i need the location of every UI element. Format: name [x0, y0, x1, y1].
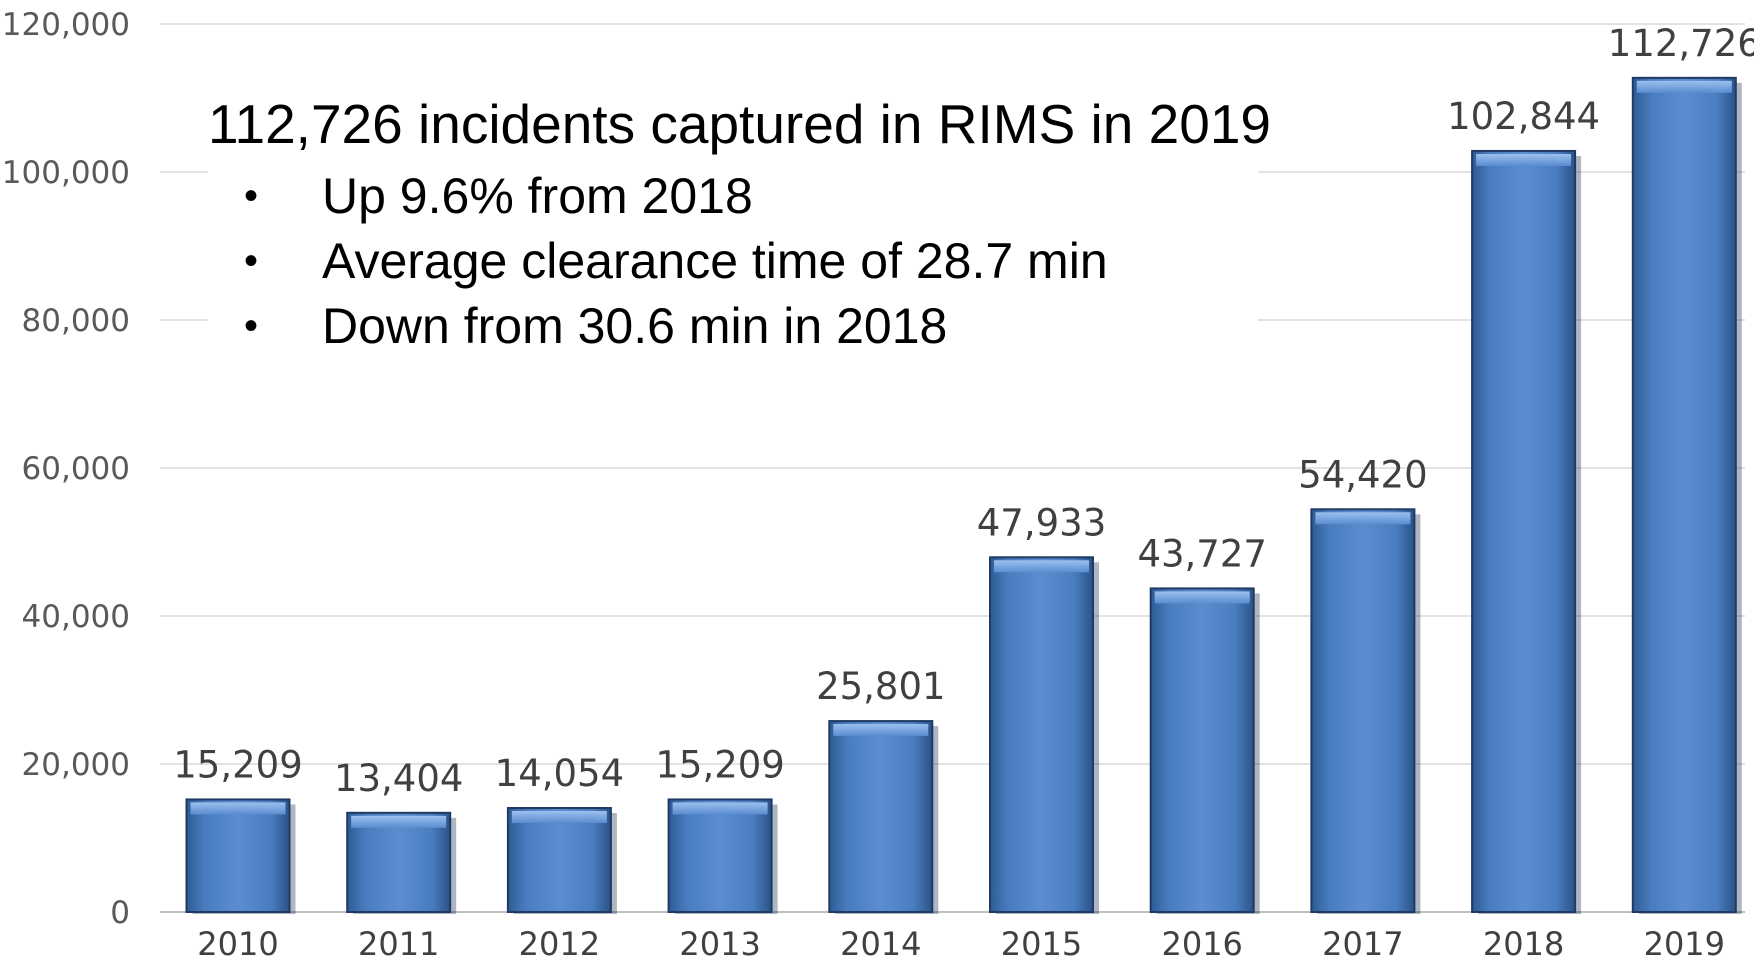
data-label: 102,844: [1447, 95, 1600, 138]
bar: [1471, 149, 1582, 914]
data-label: 54,420: [1298, 453, 1427, 496]
callout-bullet-text: Down from 30.6 min in 2018: [322, 298, 948, 354]
bar-cap: [1636, 80, 1732, 93]
x-tick-label: 2018: [1483, 925, 1564, 963]
y-tick-label: 120,000: [2, 7, 130, 43]
bullet-icon: •: [244, 174, 259, 218]
x-tick-label: 2015: [1001, 925, 1082, 963]
y-tick-label: 80,000: [22, 303, 130, 339]
data-label: 47,933: [977, 501, 1106, 544]
bar-cap: [1315, 512, 1411, 525]
bullet-icon: •: [244, 239, 259, 283]
data-label: 112,726: [1608, 22, 1754, 65]
bar-body: [1631, 76, 1737, 914]
x-tick-label: 2016: [1161, 925, 1242, 963]
bar: [346, 811, 457, 914]
x-axis-tick-labels: 2010 2011 2012 2013 2014 2015 2016 2017 2018 2019: [197, 925, 1725, 963]
bars: [185, 76, 1742, 915]
bar: [506, 807, 617, 914]
bar-body: [346, 811, 452, 914]
bar-cap: [994, 560, 1089, 573]
bar-body: [1471, 149, 1577, 913]
bar: [667, 798, 778, 914]
bar-body: [506, 807, 612, 914]
callout-bullet-text: Up 9.6% from 2018: [322, 168, 753, 224]
y-tick-label: 60,000: [22, 451, 130, 487]
callout-bullet-item: • Up 9.6% from 2018: [208, 164, 1258, 229]
bar-body: [1310, 508, 1416, 913]
bar-body: [828, 720, 934, 913]
x-tick-label: 2013: [679, 925, 760, 963]
x-tick-label: 2014: [840, 925, 921, 963]
x-tick-label: 2012: [519, 925, 600, 963]
bar: [1631, 76, 1742, 915]
bar-cap: [351, 815, 447, 828]
data-label: 25,801: [816, 665, 945, 708]
callout-bullet-item: • Down from 30.6 min in 2018: [208, 294, 1258, 359]
y-axis-tick-labels: 0 20,000 40,000 60,000 80,000 100,000 120,000: [2, 7, 130, 931]
bar-body: [1149, 587, 1255, 914]
y-tick-label: 40,000: [22, 599, 130, 635]
bar-cap: [511, 811, 607, 824]
data-label: 15,209: [655, 743, 784, 786]
x-tick-label: 2019: [1644, 925, 1725, 963]
bar: [828, 720, 939, 914]
x-tick-label: 2010: [197, 925, 278, 963]
bar-cap: [672, 802, 768, 815]
x-tick-label: 2017: [1322, 925, 1403, 963]
bar-body: [185, 798, 291, 914]
bar-cap: [1154, 591, 1250, 604]
data-label: 14,054: [495, 752, 624, 795]
y-tick-label: 100,000: [2, 155, 130, 191]
bar-cap: [833, 724, 929, 737]
bar: [185, 798, 296, 914]
bar: [1310, 508, 1421, 914]
bar-cap: [1476, 153, 1572, 166]
data-label: 15,209: [173, 743, 302, 786]
y-tick-label: 0: [110, 895, 130, 931]
callout-bullet-item: • Average clearance time of 28.7 min: [208, 229, 1258, 294]
callout-bullet-text: Average clearance time of 28.7 min: [322, 233, 1108, 289]
bar: [989, 556, 1099, 914]
bar-body: [667, 798, 773, 914]
bar-body: [989, 556, 1094, 913]
data-label: 13,404: [334, 757, 463, 800]
callout-title: 112,726 incidents captured in RIMS in 20…: [208, 93, 1271, 155]
bullet-icon: •: [244, 304, 259, 348]
data-labels: 15,209 13,404 14,054 15,209 25,801 47,933 43,7…: [173, 22, 1754, 800]
bar: [1149, 587, 1260, 914]
x-tick-label: 2011: [358, 925, 439, 963]
y-tick-label: 20,000: [22, 747, 130, 783]
bar-cap: [190, 802, 286, 815]
callout-bullet-list: • Up 9.6% from 2018 • Average clearance …: [208, 164, 1258, 359]
summary-callout: 112,726 incidents captured in RIMS in 20…: [208, 84, 1271, 359]
data-label: 43,727: [1137, 532, 1266, 575]
